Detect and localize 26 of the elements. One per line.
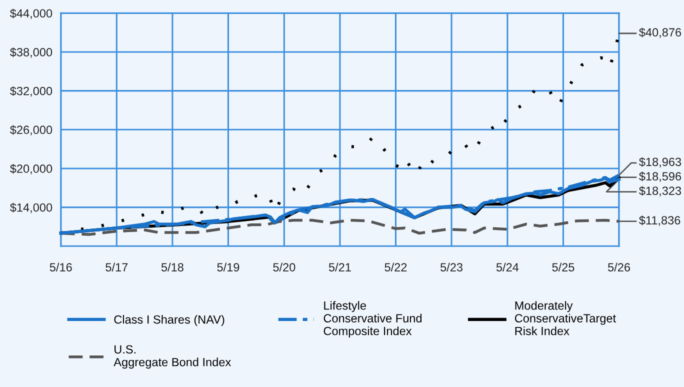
legend-label: Class I Shares (NAV) <box>114 315 224 326</box>
y-tick-label: $14,000 <box>10 202 52 214</box>
x-tick-label: 5/24 <box>496 262 519 272</box>
annotation: $18,323 <box>639 186 682 196</box>
x-tick-label: 5/23 <box>440 262 462 272</box>
annotation: $18,963 <box>639 157 682 168</box>
x-tick-label: 5/20 <box>273 262 296 272</box>
y-tick-label: $44,000 <box>10 8 52 19</box>
legend-label: U.S. Aggregate Bond Index <box>114 345 231 369</box>
y-tick-label: $20,000 <box>10 164 52 174</box>
annotation: $40,876 <box>639 28 682 38</box>
x-tick-label: 5/19 <box>217 262 240 272</box>
x-tick-label: 5/26 <box>608 262 630 272</box>
x-tick-label: 5/16 <box>50 262 72 272</box>
annotation: $18,596 <box>639 172 682 182</box>
legend-label: Lifestyle Conservative Fund Composite Index <box>324 301 422 338</box>
y-tick-label: $26,000 <box>10 125 52 136</box>
x-tick-label: 5/22 <box>384 262 407 272</box>
x-tick-label: 5/17 <box>106 262 128 272</box>
legend-label: Moderately ConservativeTarget Risk Index <box>514 301 616 336</box>
x-tick-label: 5/25 <box>552 262 574 272</box>
y-tick-label: $32,000 <box>10 86 52 97</box>
y-tick-label: $38,000 <box>10 48 52 58</box>
x-tick-label: 5/21 <box>328 262 351 272</box>
x-tick-label: 5/18 <box>161 262 184 272</box>
annotation: $11,836 <box>639 216 680 226</box>
